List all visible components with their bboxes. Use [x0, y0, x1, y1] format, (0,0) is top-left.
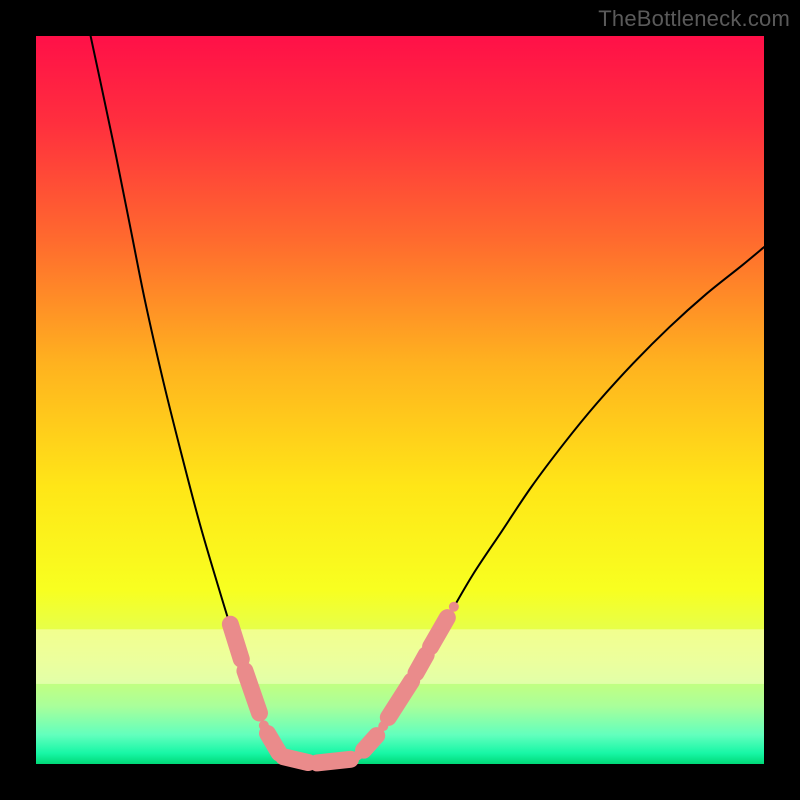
salmon-capsule — [364, 736, 377, 751]
salmon-capsule — [317, 759, 350, 763]
salmon-dot — [449, 602, 459, 612]
plot-area — [36, 36, 764, 764]
salmon-capsule — [268, 733, 280, 753]
chart-svg — [0, 0, 800, 800]
salmon-capsule — [284, 757, 309, 763]
salmon-capsule — [230, 624, 241, 659]
figure-container: TheBottleneck.com — [0, 0, 800, 800]
salmon-capsule — [416, 655, 426, 673]
pale-band — [36, 629, 764, 684]
watermark-text: TheBottleneck.com — [598, 6, 790, 32]
